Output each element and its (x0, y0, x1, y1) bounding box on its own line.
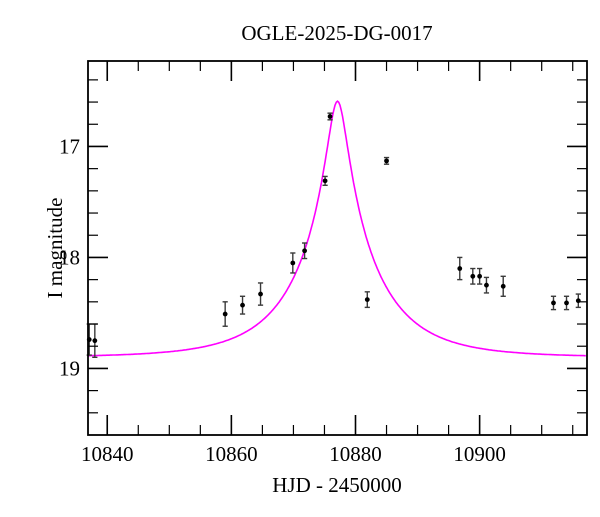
data-point (383, 156, 390, 165)
y-tick-label: 19 (59, 356, 80, 380)
data-point (470, 267, 476, 285)
data-point (322, 175, 328, 186)
data-points (86, 112, 581, 359)
data-point (327, 112, 333, 121)
data-point (222, 301, 228, 327)
y-axis-label: I magnitude (43, 198, 67, 299)
data-point (550, 295, 557, 311)
data-point (290, 252, 296, 274)
data-point (302, 242, 308, 260)
data-point (257, 282, 264, 306)
data-point (563, 295, 570, 311)
x-tick-label: 10900 (453, 442, 506, 466)
data-point (575, 293, 581, 309)
x-axis-label: HJD - 2450000 (272, 473, 402, 497)
data-point (483, 276, 490, 294)
data-point (477, 267, 483, 285)
data-point (92, 323, 98, 359)
axis-ticks (88, 61, 587, 435)
microlensing-model-curve (88, 100, 586, 357)
data-point (364, 291, 370, 309)
data-point (239, 295, 246, 315)
x-tick-label: 10880 (329, 442, 382, 466)
x-tick-label: 10840 (81, 442, 134, 466)
x-tick-label: 10860 (205, 442, 258, 466)
chart-title: OGLE-2025-DG-0017 (241, 21, 432, 45)
y-tick-label: 17 (59, 134, 80, 158)
data-point (457, 256, 463, 281)
model-curve (88, 100, 586, 357)
plot-border (87, 60, 588, 436)
y-tick-label: 18 (59, 245, 80, 269)
axis-tick-labels: 10840 10860 10880 10900 17 18 19 (59, 134, 506, 466)
data-point (500, 275, 506, 297)
